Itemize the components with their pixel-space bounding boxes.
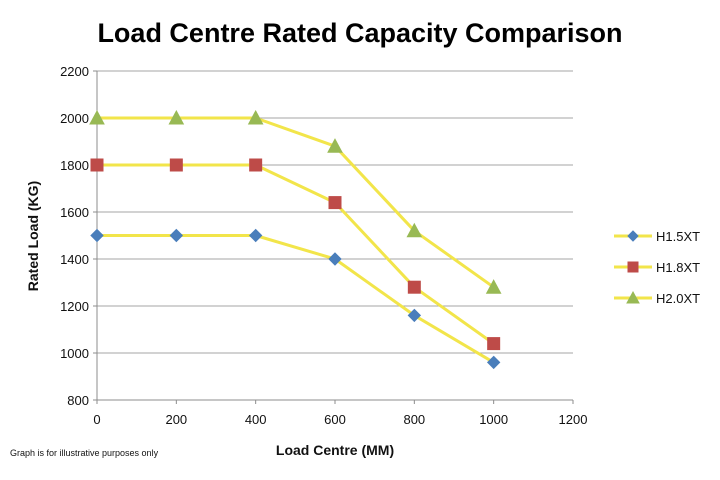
x-tick-label: 600 [324,412,346,427]
x-tick-label: 1000 [479,412,508,427]
legend-marker [627,230,639,242]
data-point [407,308,422,323]
x-tick-label: 400 [245,412,267,427]
y-tick-labels: 800 1000 1200 1400 1600 1800 2000 2200 [60,64,89,408]
data-point [487,337,501,351]
x-tick-label: 800 [403,412,425,427]
legend-label: H1.8XT [656,260,700,275]
series-line-h15xt [97,234,495,364]
data-point [486,355,501,370]
series-markers [89,109,502,370]
data-point [248,228,263,243]
y-tick-label: 1400 [60,252,89,267]
data-point [168,109,185,125]
axes [93,70,574,404]
x-tick-labels: 0 200 400 600 800 1000 1200 [93,412,587,427]
legend-label: H1.5XT [656,229,700,244]
legend-marker [626,290,640,304]
data-point [328,196,342,210]
series-line-h20xt [97,116,495,289]
data-point [327,138,343,153]
chart-title: Load Centre Rated Capacity Comparison [97,18,622,48]
footnote: Graph is for illustrative purposes only [10,448,159,458]
data-point [406,222,423,238]
y-tick-label: 1600 [60,205,89,220]
x-tick-label: 200 [165,412,187,427]
data-point [328,252,342,266]
x-tick-label: 1200 [559,412,588,427]
series-line-h18xt [97,163,495,345]
y-tick-label: 1800 [60,158,89,173]
y-tick-label: 2200 [60,64,89,79]
x-axis-label: Load Centre (MM) [276,442,394,458]
y-tick-label: 800 [67,393,89,408]
series-lines [97,116,495,364]
data-point [485,279,502,294]
legend-marker [627,261,639,273]
y-tick-label: 1000 [60,346,89,361]
data-point [90,228,104,243]
data-point [90,158,104,172]
data-point [169,228,184,243]
data-point [249,158,263,172]
legend: H1.5XT H1.8XT H2.0XT [614,229,700,306]
x-tick-label: 0 [93,412,100,427]
data-point [89,109,105,125]
data-point [407,280,421,294]
y-axis-label: Rated Load (KG) [25,181,41,291]
data-point [169,158,183,172]
data-point [247,109,264,125]
y-tick-label: 2000 [60,111,89,126]
y-tick-label: 1200 [60,299,89,314]
legend-label: H2.0XT [656,291,700,306]
